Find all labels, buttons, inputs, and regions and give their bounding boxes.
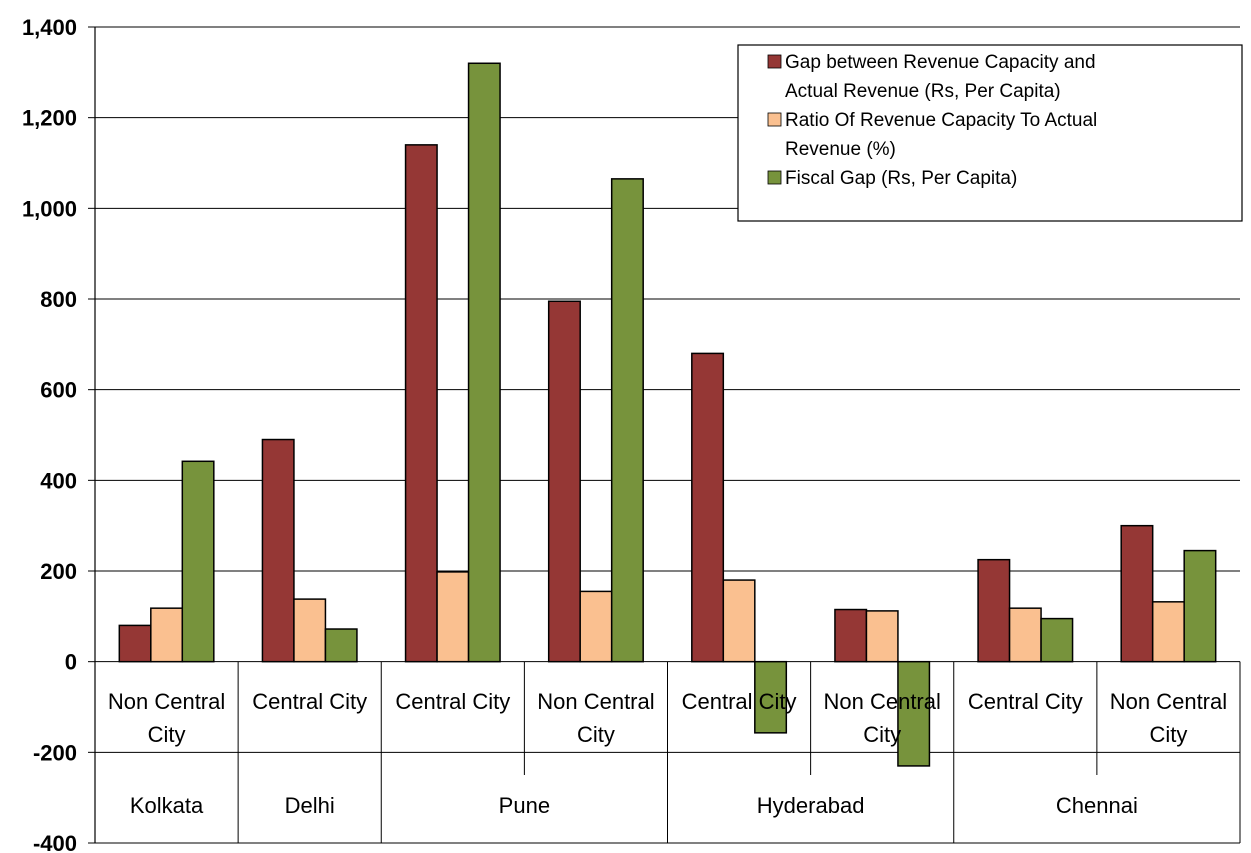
bar-series-1-cat-7	[977, 558, 1011, 663]
bar-series-3-cat-3	[467, 62, 501, 663]
y-tick-label: 0	[65, 650, 77, 675]
y-tick-label: 1,000	[22, 196, 77, 221]
category-label: Non Central City	[1110, 689, 1227, 747]
y-tick-label: -200	[33, 740, 77, 765]
y-tick-label: 200	[40, 559, 77, 584]
legend-swatch-2	[767, 112, 782, 127]
legend-label-2: Ratio Of Revenue Capacity To Actual Reven…	[785, 110, 1097, 160]
bar-series-1-cat-2	[261, 438, 295, 663]
bar-series-1-cat-8	[1120, 524, 1154, 663]
group-label-delhi: Delhi	[285, 793, 335, 818]
group-label-chennai: Chennai	[1056, 793, 1138, 818]
category-label: Central City	[395, 689, 510, 714]
axes	[88, 26, 1241, 844]
bar-series-1-cat-1	[118, 624, 152, 663]
bar-series-3-cat-4	[610, 178, 644, 663]
legend-swatch-1	[767, 54, 782, 69]
y-tick-label: 1,400	[22, 15, 77, 40]
y-tick-label: 1,200	[22, 106, 77, 131]
y-tick-label: 800	[40, 287, 77, 312]
legend-box	[737, 44, 1243, 222]
bar-series-2-cat-7	[1008, 607, 1042, 663]
legend: Gap between Revenue Capacity and Actual R…	[737, 44, 1243, 222]
legend-label-1: Gap between Revenue Capacity and Actual R…	[785, 52, 1096, 102]
bar-series-2-cat-6	[865, 610, 899, 663]
category-label: Non Central City	[537, 689, 654, 747]
bar-series-1-cat-5	[691, 352, 725, 663]
group-label-pune: Pune	[499, 793, 550, 818]
bars	[118, 62, 1217, 767]
bar-series-1-cat-4	[547, 300, 581, 663]
bar-series-2-cat-8	[1151, 601, 1185, 663]
y-tick-label: 400	[40, 468, 77, 493]
bar-series-1-cat-6	[834, 608, 868, 663]
category-label: Central City	[968, 689, 1083, 714]
bar-series-2-cat-5	[722, 579, 756, 663]
bar-series-3-cat-7	[1040, 617, 1074, 663]
bar-series-3-cat-8	[1183, 549, 1217, 663]
bar-series-3-cat-1	[181, 460, 215, 663]
bar-series-2-cat-2	[293, 598, 327, 663]
bar-series-2-cat-3	[436, 571, 470, 663]
y-axis-ticks: -400 -200 0 200 400 600 800 1,000 1,200 1,400	[22, 15, 77, 853]
legend-swatch-3	[767, 170, 782, 185]
category-label: Central City	[682, 689, 797, 714]
bar-series-3-cat-2	[324, 628, 358, 663]
category-label: Non Central City	[823, 689, 940, 747]
bar-series-3-cat-6	[897, 660, 931, 767]
y-tick-label: 600	[40, 378, 77, 403]
bar-series-3-cat-5	[754, 660, 788, 734]
x-axis-categories: Non Central City Central City Central City N…	[108, 689, 1227, 818]
legend-label-3: Fiscal Gap (Rs, Per Capita)	[785, 168, 1017, 189]
category-label: Non Central City	[108, 689, 225, 747]
category-label: Central City	[252, 689, 367, 714]
bar-series-1-cat-3	[404, 144, 438, 663]
y-tick-label: -400	[33, 831, 77, 853]
bar-series-2-cat-1	[150, 607, 184, 663]
group-label-hyderabad: Hyderabad	[757, 793, 865, 818]
bar-series-2-cat-4	[579, 590, 613, 663]
group-label-kolkata: Kolkata	[130, 793, 204, 818]
